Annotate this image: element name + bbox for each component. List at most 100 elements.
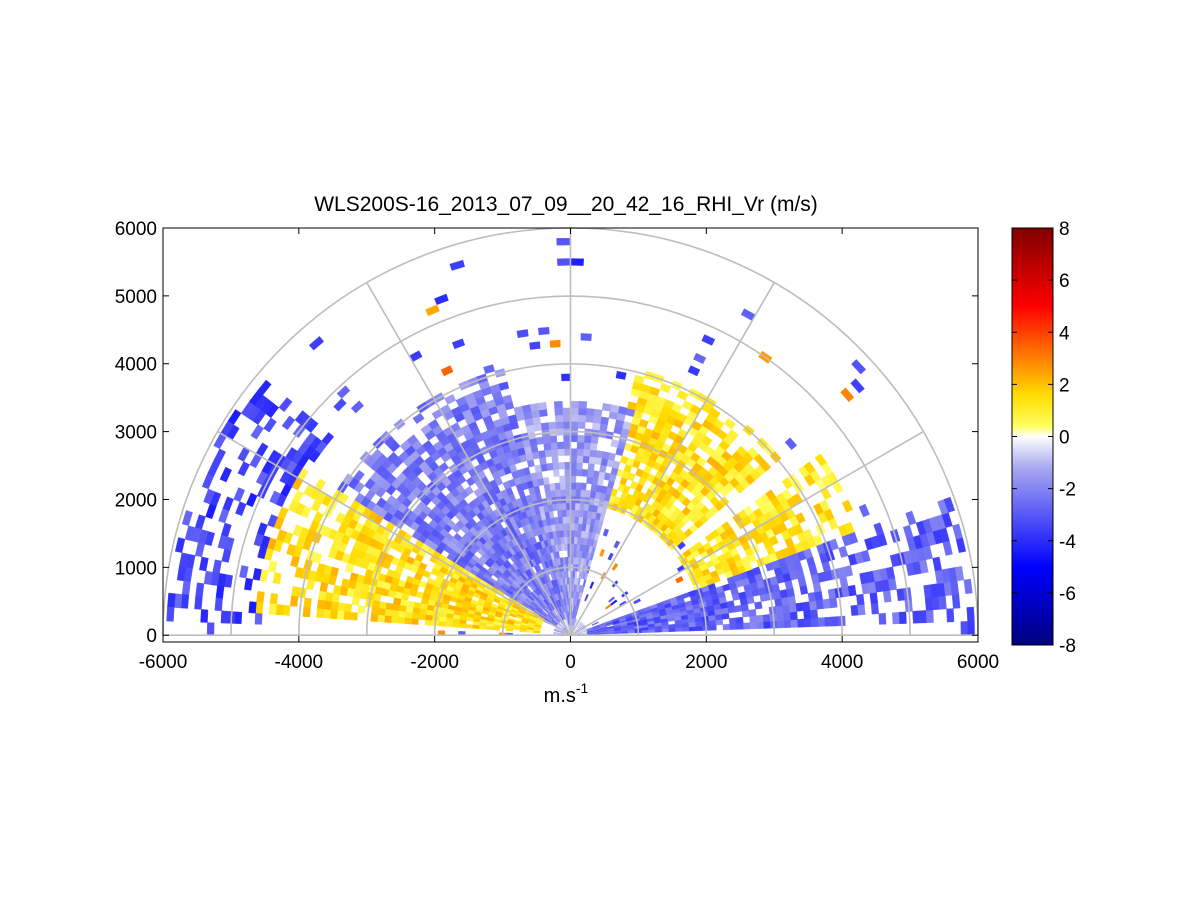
velocity-cell (588, 456, 596, 465)
velocity-cell (291, 586, 300, 598)
velocity-cell (554, 489, 562, 498)
velocity-cell (370, 614, 379, 622)
x-axis-label-base: m.s (544, 685, 576, 707)
velocity-cell (633, 598, 641, 605)
chart-title: WLS200S-16_2013_07_09__20_42_16_RHI_Vr (… (314, 193, 818, 216)
velocity-cell (458, 623, 467, 629)
velocity-cell (583, 442, 591, 450)
velocity-cell (319, 582, 329, 593)
colorbar-tick-label: 8 (1059, 219, 1070, 240)
velocity-cell (444, 621, 453, 628)
velocity-cell (844, 521, 855, 535)
velocity-cell (593, 408, 603, 418)
velocity-cell (950, 580, 960, 596)
velocity-cell (687, 365, 701, 377)
velocity-cell (255, 601, 264, 614)
velocity-cell (599, 464, 607, 473)
velocity-cell (290, 555, 300, 568)
velocity-cell (841, 499, 854, 513)
velocity-cell (336, 385, 351, 399)
velocity-cell (749, 621, 758, 630)
velocity-cell (485, 626, 494, 631)
velocity-cell (174, 537, 186, 553)
velocity-cell (814, 590, 823, 601)
velocity-cell (573, 529, 579, 538)
colorbar-gradient (1011, 227, 1054, 646)
velocity-cell (782, 604, 791, 614)
velocity-cell (952, 523, 963, 540)
velocity-cell (960, 621, 969, 636)
velocity-cell (817, 617, 826, 627)
y-tick-label: 0 (146, 626, 157, 647)
velocity-cell (397, 616, 406, 624)
velocity-cell (323, 600, 332, 611)
velocity-cell (256, 591, 265, 604)
velocity-cell (546, 462, 554, 471)
velocity-cell (572, 556, 577, 565)
velocity-cell (963, 578, 973, 594)
x-tick-label: 6000 (957, 652, 999, 673)
velocity-cell (810, 609, 819, 619)
velocity-cell (537, 402, 547, 411)
velocity-cell (822, 598, 831, 609)
velocity-cell (575, 482, 582, 490)
velocity-cell (550, 442, 558, 450)
velocity-cell (559, 475, 566, 484)
velocity-cell (812, 582, 822, 593)
velocity-cell (576, 462, 583, 470)
velocity-cell (570, 468, 577, 477)
velocity-cell (505, 628, 514, 632)
velocity-cell (570, 434, 578, 443)
x-tick-label: -6000 (139, 652, 188, 673)
velocity-cell (592, 415, 602, 424)
velocity-cell (601, 451, 610, 460)
velocity-cell (412, 412, 425, 425)
velocity-cell (255, 470, 268, 486)
velocity-cell (343, 611, 352, 621)
velocity-cell (318, 590, 327, 601)
velocity-cell (763, 620, 771, 629)
velocity-cell (383, 615, 392, 623)
velocity-cell (330, 601, 339, 611)
velocity-cell (850, 378, 865, 394)
velocity-cell (581, 469, 589, 477)
velocity-cell (582, 455, 590, 464)
velocity-cell (591, 422, 601, 431)
velocity-cell (869, 591, 879, 604)
velocity-cell (166, 606, 175, 622)
velocity-cell (215, 585, 225, 599)
velocity-cell (754, 601, 763, 610)
x-tick-label: 4000 (821, 652, 863, 673)
velocity-cell (549, 339, 561, 348)
velocity-cell (577, 407, 587, 416)
velocity-cell (534, 464, 542, 473)
velocity-cell (316, 608, 325, 619)
velocity-cell (167, 592, 176, 608)
velocity-cell (608, 596, 615, 603)
velocity-cell (824, 616, 833, 627)
velocity-cell (554, 407, 564, 416)
velocity-cell (371, 600, 381, 609)
velocity-cell (420, 423, 433, 436)
x-axis: -6000 -4000 -2000 0 2000 4000 6000 (139, 228, 999, 673)
velocity-cell (519, 629, 527, 633)
velocity-cell (424, 619, 433, 626)
velocity-cell (336, 610, 345, 620)
velocity-cell (218, 508, 230, 524)
velocity-cell (438, 616, 447, 623)
velocity-cell (562, 421, 571, 429)
velocity-cell (626, 401, 638, 411)
velocity-cell (540, 422, 550, 431)
velocity-cell (391, 609, 400, 618)
velocity-cell (200, 609, 209, 623)
velocity-cell (601, 403, 612, 412)
velocity-cell (576, 448, 584, 457)
velocity-cell (748, 608, 757, 617)
velocity-cell (181, 580, 191, 596)
velocity-cell (564, 461, 571, 470)
velocity-cell (554, 482, 561, 491)
velocity-cell (570, 421, 579, 429)
velocity-cell (440, 365, 454, 377)
velocity-cell (398, 604, 407, 613)
velocity-cell (237, 461, 250, 477)
